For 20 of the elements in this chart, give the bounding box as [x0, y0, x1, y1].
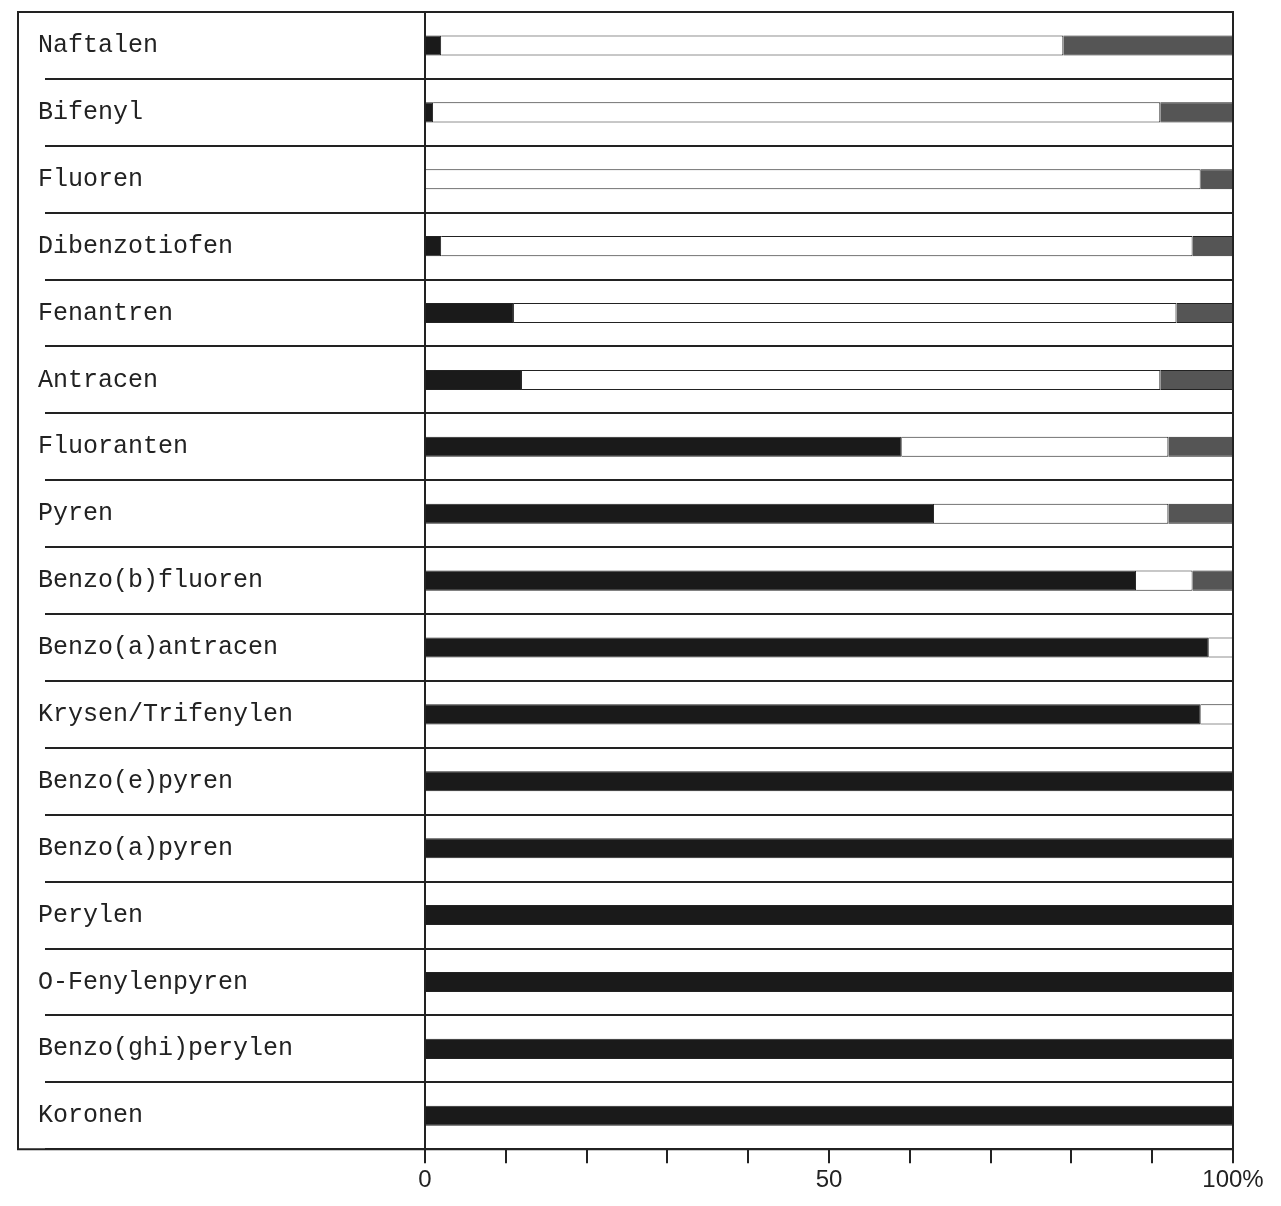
y-tick-label: Benzo(e)pyren — [38, 766, 234, 796]
y-tick-label: Koronen — [38, 1101, 144, 1131]
y-tick-label: Krysen/Trifenylen — [38, 700, 294, 730]
x-tick-label: 50 — [815, 1165, 843, 1193]
x-tick-label: 0 — [418, 1165, 432, 1193]
y-tick-label: Benzo(b)fluoren — [38, 566, 264, 596]
y-tick-label: Fluoranten — [38, 432, 189, 462]
y-tick-label: Naftalen — [38, 31, 159, 61]
y-tick-label: Benzo(ghi)perylen — [38, 1034, 294, 1064]
y-tick-label: Dibenzotiofen — [38, 231, 234, 261]
y-tick-label: O-Fenylenpyren — [38, 967, 249, 997]
y-tick-label: Benzo(a)pyren — [38, 833, 234, 863]
y-tick-label: Benzo(a)antracen — [38, 633, 279, 663]
y-tick-label: Antracen — [38, 365, 159, 395]
y-tick-label: Perylen — [38, 900, 144, 930]
y-tick-label: Fenantren — [38, 298, 174, 328]
y-tick-label: Pyren — [38, 499, 114, 529]
x-tick-label: 100% — [1202, 1165, 1264, 1193]
y-tick-label: Bifenyl — [38, 97, 144, 127]
y-tick-label: Fluoren — [38, 164, 144, 194]
